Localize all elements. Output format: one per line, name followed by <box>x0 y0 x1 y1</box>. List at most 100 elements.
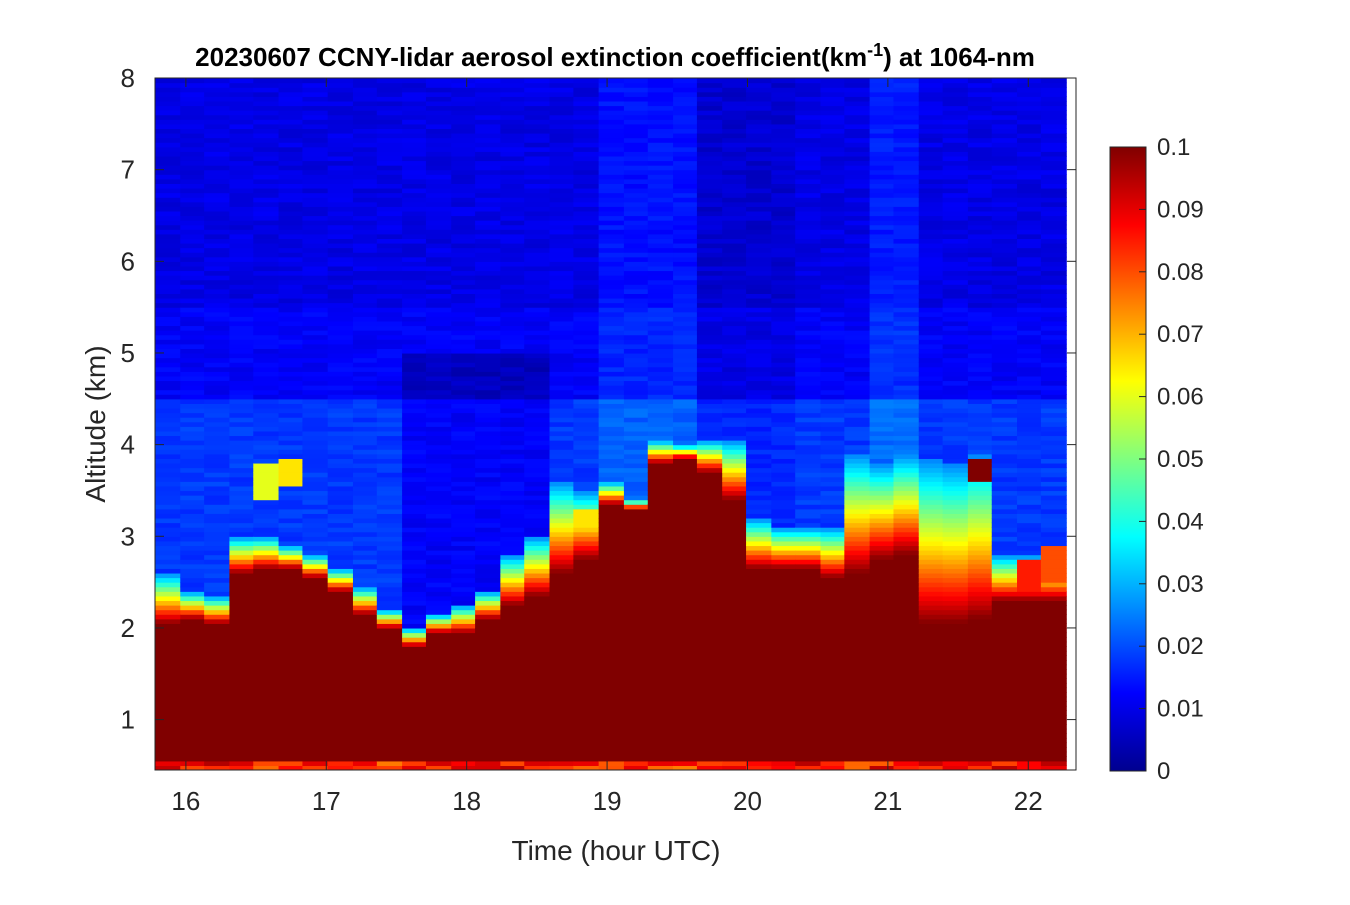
heatmap-cell <box>549 288 574 294</box>
heatmap-cell <box>918 453 944 459</box>
heatmap-cell <box>844 609 871 615</box>
heatmap-cell <box>253 174 280 180</box>
heatmap-cell <box>402 247 427 253</box>
heatmap-cell <box>869 747 895 753</box>
heatmap-cell <box>598 719 625 725</box>
heatmap-cell <box>180 719 205 725</box>
heatmap-cell <box>302 197 329 203</box>
heatmap-cell <box>451 256 476 262</box>
heatmap-cell <box>549 440 574 446</box>
heatmap-cell <box>795 91 822 97</box>
heatmap-cell <box>844 669 871 675</box>
heatmap-cell <box>327 655 354 661</box>
heatmap-cell <box>573 462 600 469</box>
heatmap-cell <box>598 119 625 125</box>
heatmap-cell <box>647 385 674 391</box>
heatmap-cell <box>893 169 920 175</box>
heatmap-cell <box>869 577 895 583</box>
heatmap-cell <box>229 187 254 194</box>
heatmap-cell <box>327 275 354 281</box>
heatmap-cell <box>451 499 476 505</box>
heatmap-cell <box>746 233 772 239</box>
heatmap-cell <box>327 545 354 551</box>
heatmap-cell <box>524 293 551 299</box>
heatmap-cell <box>155 490 181 496</box>
heatmap-cell <box>402 682 427 689</box>
heatmap-cell <box>893 91 920 97</box>
heatmap-cell <box>918 311 944 317</box>
heatmap-cell <box>352 531 378 537</box>
heatmap-cell <box>673 96 698 102</box>
heatmap-cell <box>278 673 304 679</box>
heatmap-cell <box>893 430 920 437</box>
heatmap-cell <box>253 453 280 459</box>
heatmap-cell <box>623 453 649 459</box>
heatmap-cell <box>524 568 551 574</box>
heatmap-cell <box>549 504 574 510</box>
heatmap-cell <box>795 618 822 624</box>
heatmap-cell <box>722 339 747 345</box>
heatmap-cell <box>278 105 304 111</box>
heatmap-cell <box>844 302 871 308</box>
heatmap-cell <box>278 385 304 391</box>
heatmap-cell <box>524 728 551 734</box>
heatmap-cell <box>795 559 822 565</box>
heatmap-cell <box>451 485 476 492</box>
heatmap-cell <box>869 421 895 427</box>
heatmap-cell <box>673 256 698 262</box>
heatmap-cell <box>893 334 920 340</box>
heatmap-cell <box>253 536 280 542</box>
heatmap-cell <box>795 609 822 615</box>
heatmap-cell <box>918 449 944 455</box>
heatmap-cell <box>302 343 329 349</box>
heatmap-cell <box>229 605 254 611</box>
heatmap-cell <box>229 751 254 757</box>
heatmap-cell <box>327 458 354 464</box>
heatmap-cell <box>623 476 649 482</box>
heatmap-cell <box>893 527 920 533</box>
heatmap-cell <box>524 669 551 675</box>
heatmap-cell <box>696 472 723 478</box>
heatmap-cell <box>771 297 796 304</box>
heatmap-cell <box>204 641 231 647</box>
heatmap-cell <box>696 458 723 464</box>
heatmap-cell <box>327 495 354 501</box>
heatmap-cell <box>746 426 772 432</box>
heatmap-cell <box>647 582 674 588</box>
heatmap-cell <box>696 701 723 707</box>
heatmap-cell <box>451 728 476 734</box>
heatmap-cell <box>500 362 525 368</box>
heatmap-cell <box>771 522 796 528</box>
heatmap-cell <box>376 105 403 111</box>
heatmap-cell <box>425 119 452 125</box>
heatmap-cell <box>327 357 354 363</box>
heatmap-cell <box>327 165 354 171</box>
heatmap-cell <box>500 91 525 97</box>
heatmap-cell <box>524 352 551 359</box>
heatmap-cell <box>475 348 501 354</box>
heatmap-cell <box>204 151 231 157</box>
heatmap-cell <box>893 288 920 294</box>
heatmap-cell <box>425 550 452 556</box>
heatmap-cell <box>573 100 600 107</box>
heatmap-cell <box>451 197 476 203</box>
heatmap-cell <box>573 435 600 441</box>
heatmap-cell <box>376 627 403 634</box>
heatmap-cell <box>451 495 476 501</box>
heatmap-cell <box>918 605 944 611</box>
heatmap-cell <box>352 577 378 583</box>
heatmap-cell <box>918 174 944 180</box>
heatmap-cell <box>647 348 674 354</box>
heatmap-cell <box>352 719 378 725</box>
heatmap-cell <box>204 348 231 354</box>
heatmap-cell <box>402 165 427 171</box>
heatmap-cell <box>204 724 231 730</box>
heatmap-cell <box>771 197 796 203</box>
heatmap-cell <box>327 119 354 125</box>
heatmap-cell <box>746 733 772 739</box>
heatmap-cell <box>942 307 969 313</box>
heatmap-cell <box>253 499 280 505</box>
heatmap-cell <box>524 591 551 597</box>
heatmap-cell <box>302 696 329 702</box>
heatmap-cell <box>942 435 969 441</box>
